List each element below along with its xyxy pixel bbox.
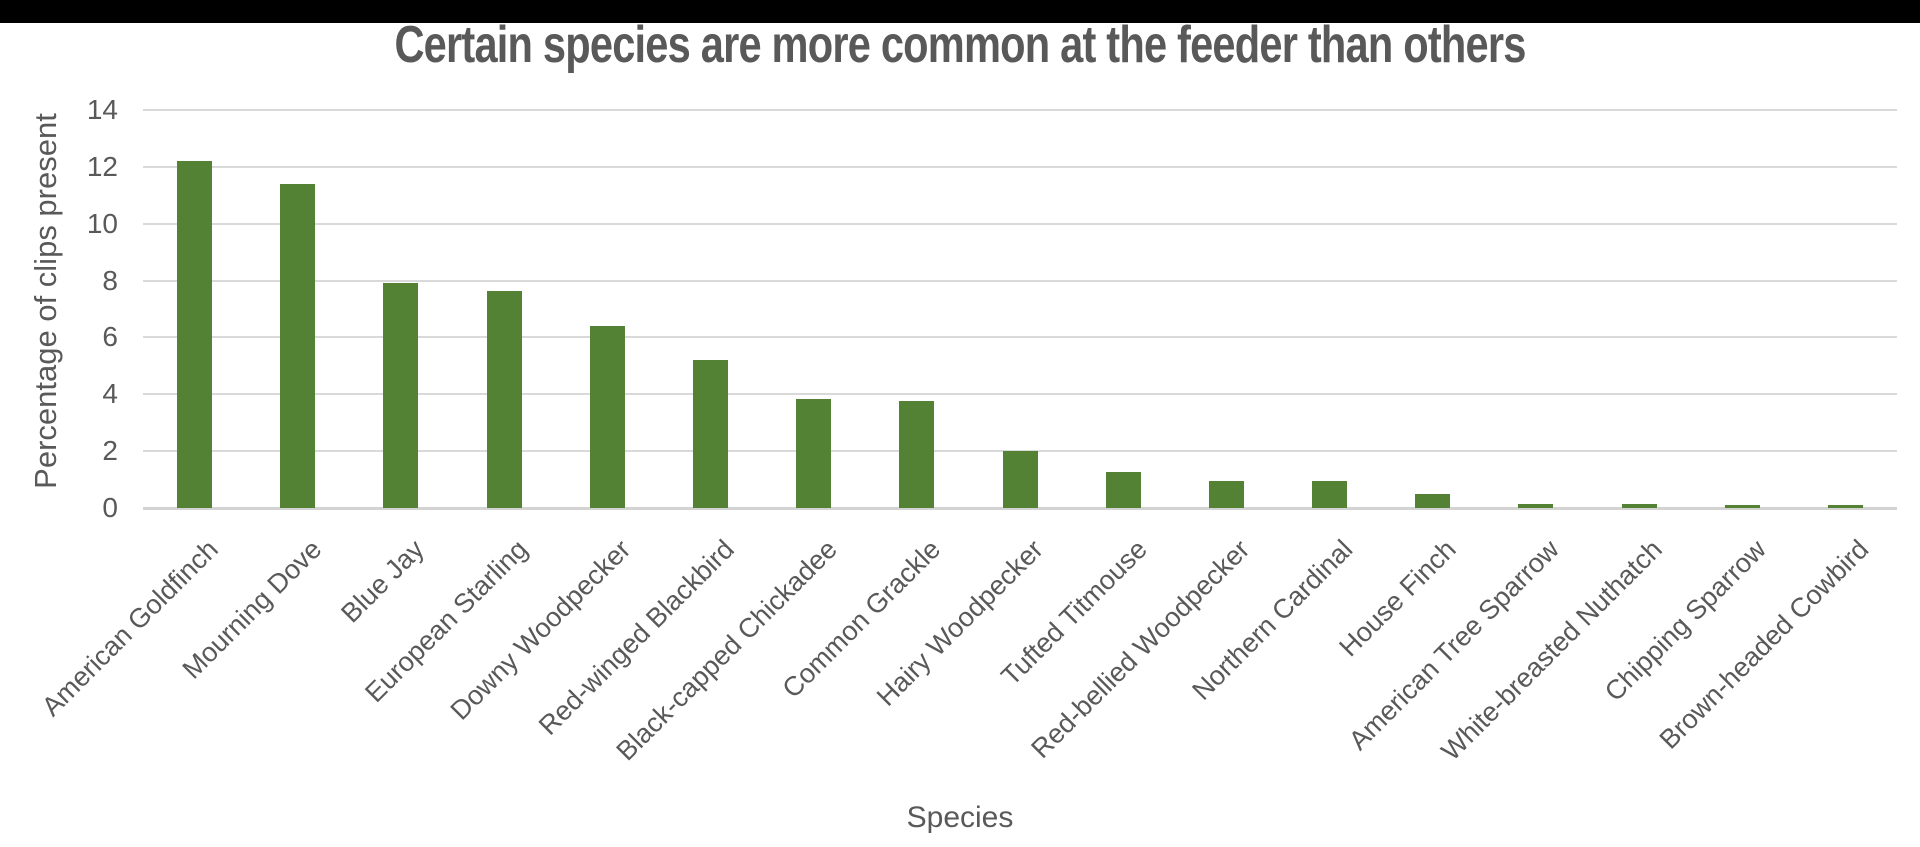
chart-title: Certain species are more common at the f… bbox=[394, 16, 1526, 74]
gridline-10 bbox=[143, 222, 1897, 225]
bar-white-breasted-nuthatch bbox=[1621, 503, 1657, 508]
y-tick-label-6: 6 bbox=[102, 321, 118, 353]
gridline-4 bbox=[143, 393, 1897, 396]
bar-chipping-sparrow bbox=[1724, 504, 1760, 508]
x-category-label-american-goldfinch: American Goldfinch bbox=[35, 534, 224, 722]
gridline-8 bbox=[143, 279, 1897, 282]
bar-house-finch bbox=[1415, 493, 1451, 508]
top-black-strip bbox=[0, 0, 1920, 23]
x-category-label-american-tree-sparrow: American Tree Sparrow bbox=[1343, 534, 1566, 756]
x-category-label-brown-headed-cowbird: Brown-headed Cowbird bbox=[1653, 534, 1875, 755]
bar-brown-headed-cowbird bbox=[1827, 505, 1863, 508]
y-tick-label-2: 2 bbox=[102, 435, 118, 467]
x-category-label-downy-woodpecker: Downy Woodpecker bbox=[444, 534, 637, 726]
y-tick-label-12: 12 bbox=[86, 150, 118, 182]
x-axis-title: Species bbox=[906, 801, 1014, 834]
y-tick-label-14: 14 bbox=[86, 94, 118, 125]
gridline-6 bbox=[143, 336, 1897, 339]
gridline-12 bbox=[143, 165, 1897, 168]
bar-northern-cardinal bbox=[1312, 480, 1348, 508]
bar-red-winged-blackbird bbox=[692, 360, 728, 508]
x-category-label-red-winged-blackbird: Red-winged Blackbird bbox=[532, 534, 740, 741]
plot-area bbox=[143, 109, 1897, 510]
gridline-0 bbox=[143, 507, 1897, 510]
bar-black-capped-chickadee bbox=[796, 398, 832, 508]
bar-blue-jay bbox=[383, 283, 419, 508]
y-tick-label-4: 4 bbox=[102, 378, 118, 410]
x-category-label-blue-jay: Blue Jay bbox=[335, 534, 431, 629]
bar-european-starling bbox=[486, 290, 522, 508]
y-tick-label-0: 0 bbox=[102, 492, 118, 523]
bar-mourning-dove bbox=[280, 183, 316, 508]
bar-tufted-titmouse bbox=[1105, 472, 1141, 508]
bar-downy-woodpecker bbox=[589, 326, 625, 508]
gridline-14 bbox=[143, 109, 1897, 111]
bar-american-tree-sparrow bbox=[1518, 503, 1554, 508]
y-tick-label-8: 8 bbox=[102, 264, 118, 296]
bar-red-bellied-woodpecker bbox=[1208, 480, 1244, 508]
bar-american-goldfinch bbox=[177, 161, 213, 508]
bar-common-grackle bbox=[899, 401, 935, 508]
bar-hairy-woodpecker bbox=[1002, 451, 1038, 508]
y-tick-label-10: 10 bbox=[86, 207, 118, 239]
